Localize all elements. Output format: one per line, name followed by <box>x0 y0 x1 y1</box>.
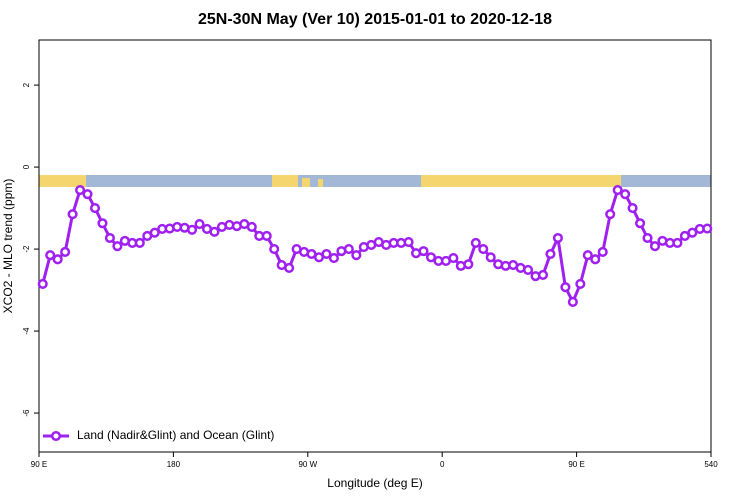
data-point <box>448 253 459 264</box>
data-point <box>328 253 339 264</box>
data-point <box>545 248 556 260</box>
x-tick-label: 90 E <box>31 460 47 469</box>
data-point <box>635 218 646 229</box>
data-point <box>418 246 429 257</box>
data-point <box>82 189 93 200</box>
data-point <box>89 203 101 214</box>
legend-item: Land (Nadir&Glint) and Ocean (Glint) <box>43 428 274 442</box>
data-point <box>590 254 601 265</box>
data-point <box>597 246 608 257</box>
y-tick-label: -6 <box>22 409 31 417</box>
x-tick-label: 0 <box>440 460 445 469</box>
y-tick-label: 2 <box>22 82 31 87</box>
x-tick-label: 90 E <box>568 460 584 469</box>
data-point <box>97 218 108 229</box>
legend-swatch-point <box>50 430 62 442</box>
data-point <box>612 184 623 196</box>
data-point <box>523 264 534 276</box>
data-point <box>246 221 257 232</box>
data-point <box>112 241 123 252</box>
legend-label: Land (Nadir&Glint) and Ocean (Glint) <box>77 428 274 442</box>
data-point <box>567 296 578 308</box>
y-tick-label: 0 <box>22 164 31 169</box>
data-point <box>149 227 160 238</box>
y-axis-title: XCO2 - MLO trend (ppm) <box>1 179 15 314</box>
data-point <box>67 209 78 220</box>
data-point <box>470 237 481 248</box>
data-point <box>425 252 437 263</box>
data-point <box>478 244 489 255</box>
data-point <box>351 250 362 261</box>
data-point <box>582 250 593 261</box>
data-point <box>37 278 48 289</box>
data-point <box>343 244 354 255</box>
data-point <box>284 262 295 273</box>
data-point <box>403 237 414 248</box>
land-band <box>421 175 621 187</box>
data-point <box>261 230 272 242</box>
land-band <box>272 175 298 187</box>
data-point <box>321 248 332 260</box>
land-band <box>39 175 86 187</box>
plot-frame <box>38 39 712 453</box>
data-point <box>537 269 549 280</box>
y-tick-label: -2 <box>22 245 31 253</box>
chart-title: 25N-30N May (Ver 10) 2015-01-01 to 2020-… <box>198 11 552 28</box>
data-point <box>702 223 713 234</box>
x-axis-title: Longitude (deg E) <box>327 476 422 490</box>
data-point <box>687 227 698 238</box>
data-point <box>75 184 86 196</box>
data-point <box>45 250 56 261</box>
data-point <box>104 232 115 244</box>
land-band <box>318 179 323 187</box>
data-point <box>134 237 145 248</box>
data-point <box>60 246 71 257</box>
land-band <box>302 178 310 187</box>
x-tick-label: 90 W <box>298 460 317 469</box>
data-point <box>560 282 571 293</box>
data-point <box>52 254 63 265</box>
data-point <box>463 259 474 270</box>
x-tick-label: 540 <box>704 460 718 469</box>
y-tick-label: -4 <box>22 327 31 335</box>
data-point <box>649 241 661 252</box>
data-point <box>209 226 220 237</box>
data-point <box>642 232 653 244</box>
data-point <box>627 203 638 214</box>
data-point <box>485 252 496 263</box>
x-tick-label: 180 <box>167 460 181 469</box>
data-point <box>187 224 198 235</box>
data-point <box>620 189 631 200</box>
land-ocean-band <box>39 175 711 187</box>
data-point <box>672 237 683 248</box>
data-point <box>269 244 280 255</box>
data-point <box>194 219 205 230</box>
data-point <box>575 278 586 289</box>
data-point <box>552 232 563 244</box>
data-point <box>605 209 616 220</box>
